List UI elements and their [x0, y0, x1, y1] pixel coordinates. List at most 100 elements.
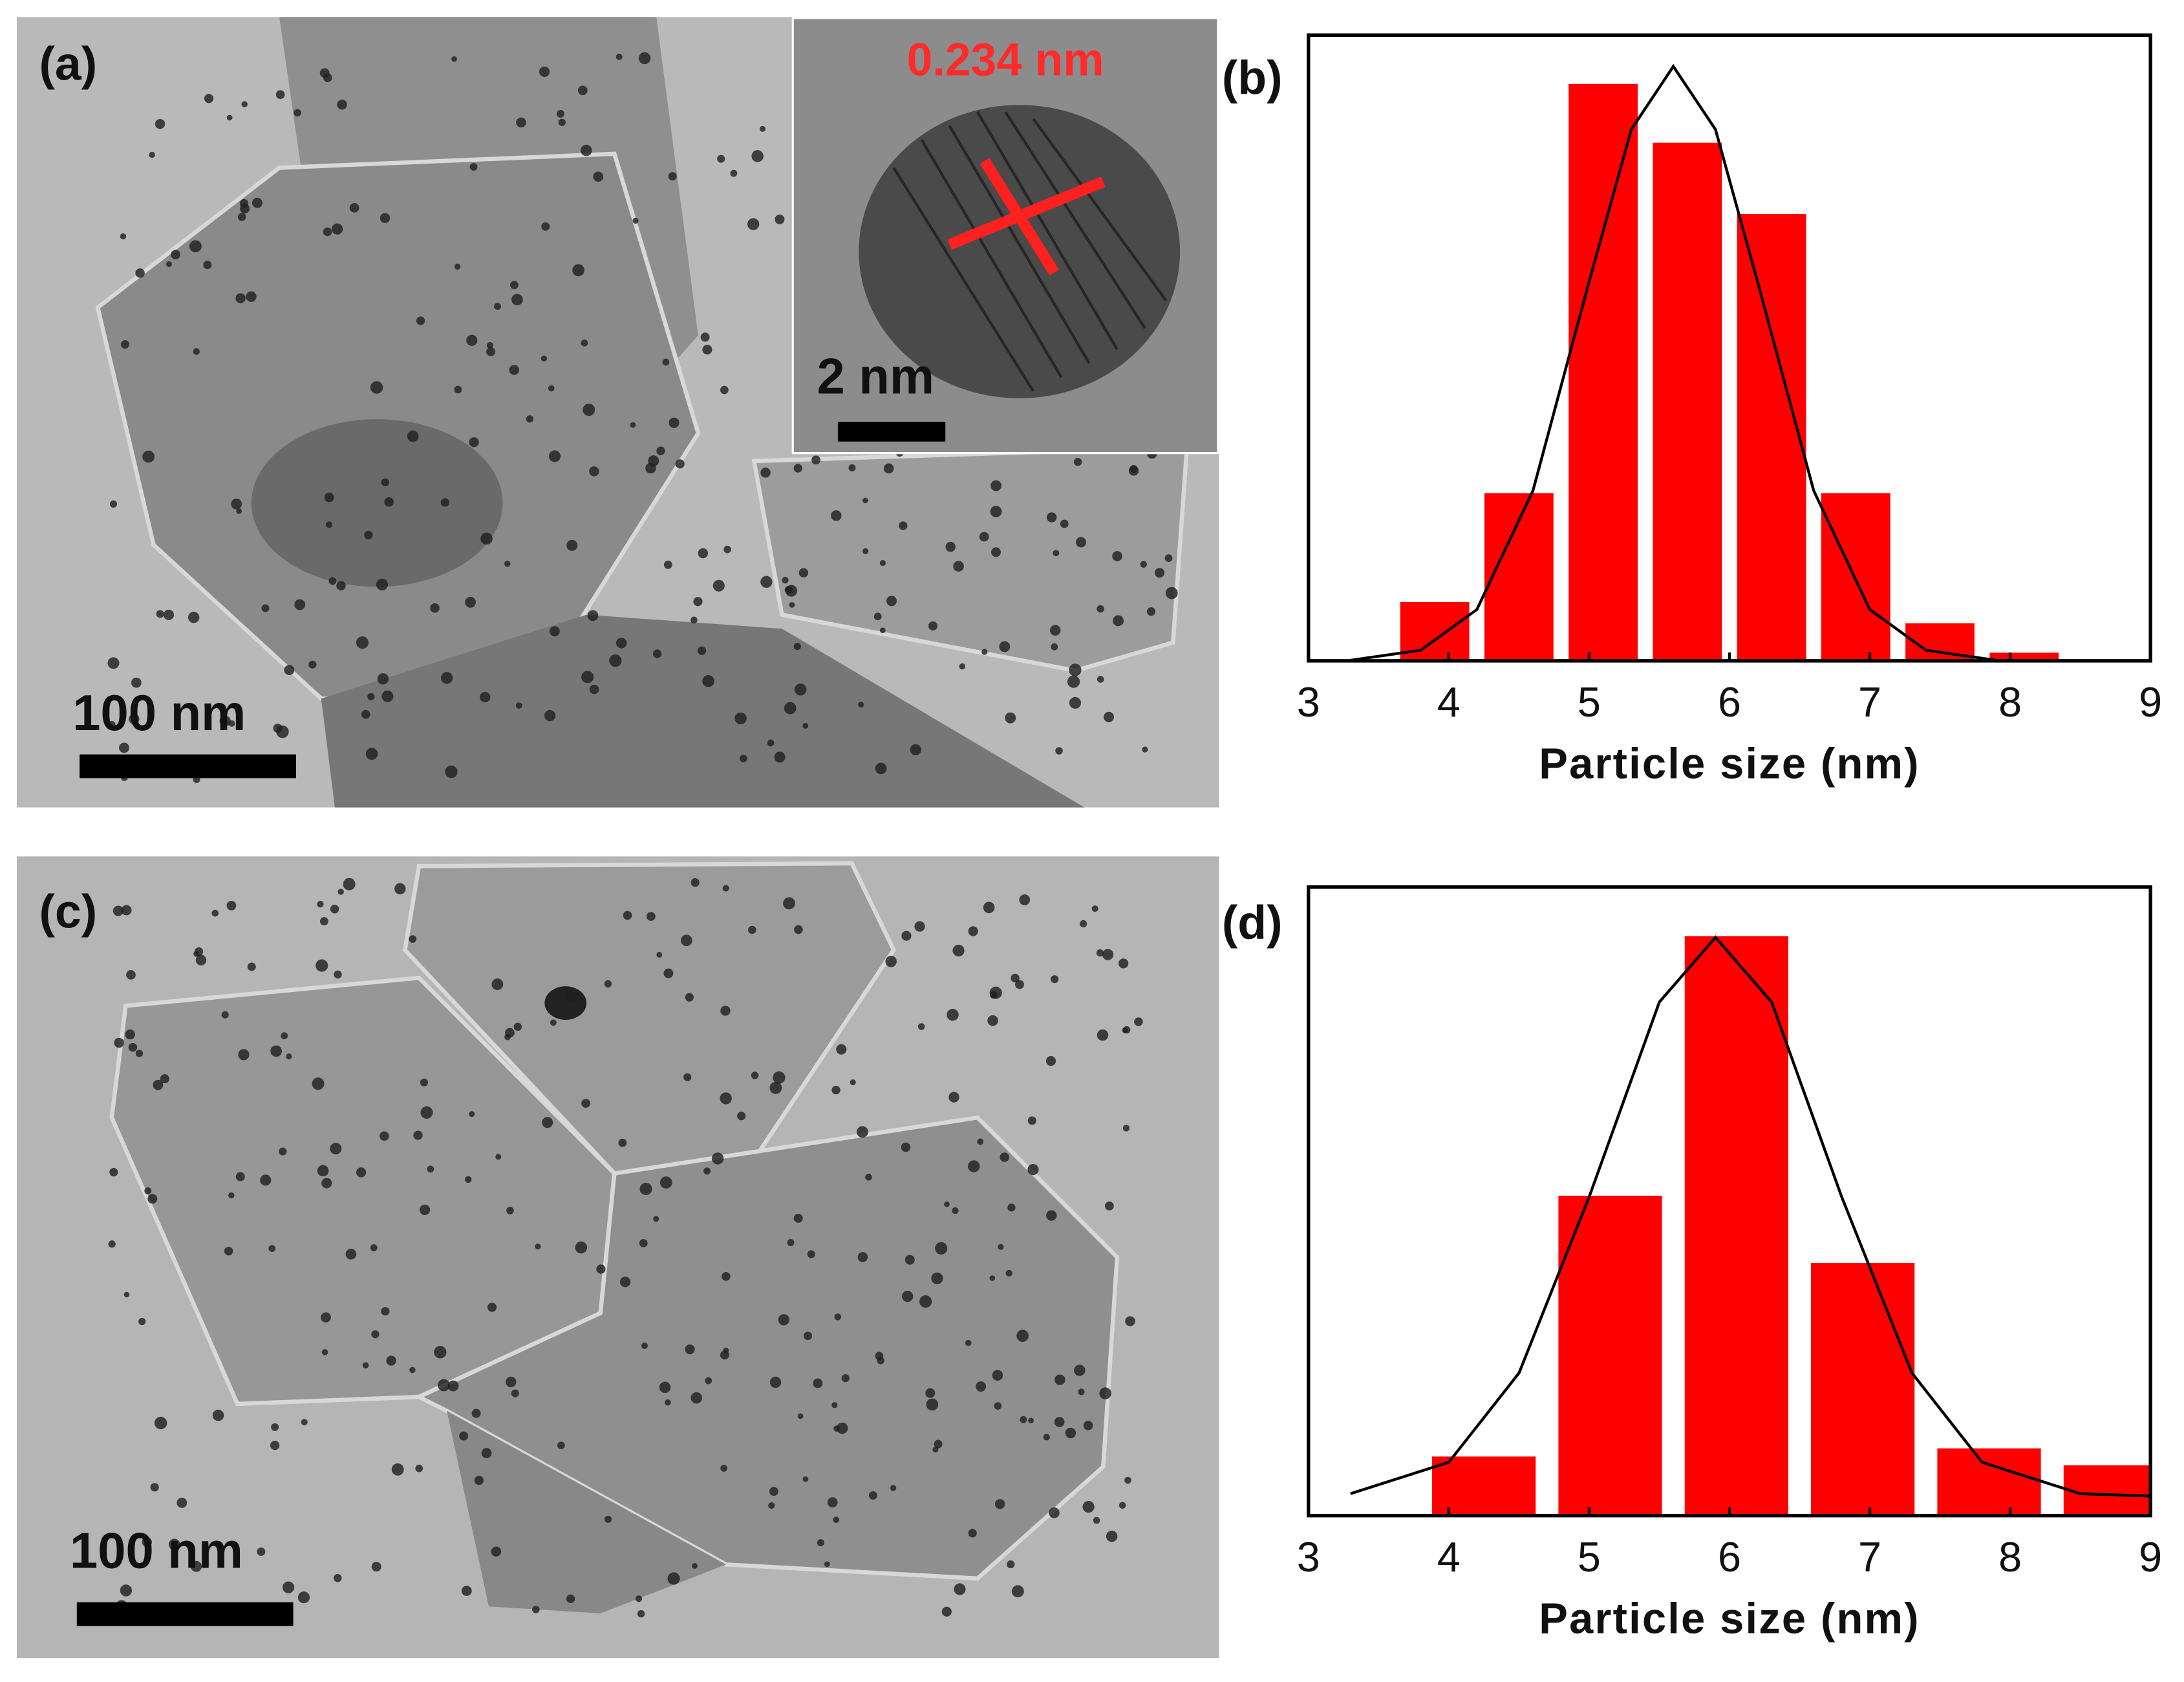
particle	[720, 1465, 728, 1472]
particle	[380, 1131, 389, 1141]
particle	[782, 577, 789, 584]
particle	[910, 744, 921, 756]
particle	[968, 1160, 980, 1172]
particle	[153, 1079, 164, 1090]
particle	[992, 1370, 1003, 1381]
particle	[723, 545, 731, 554]
particle	[441, 672, 453, 684]
particle	[857, 1126, 868, 1138]
particle	[1097, 1029, 1109, 1041]
particle	[330, 905, 339, 914]
scale-bar	[76, 1602, 294, 1626]
scale-bar-label: 100 nm	[70, 1524, 243, 1579]
particle	[511, 1389, 519, 1397]
particle	[581, 340, 588, 347]
particle	[506, 1207, 514, 1214]
particle	[532, 1606, 540, 1613]
bar	[2063, 1465, 2151, 1516]
particle	[783, 897, 795, 910]
particle	[862, 497, 868, 504]
particle	[1093, 1516, 1100, 1524]
particle	[807, 1250, 815, 1258]
particle	[505, 1028, 515, 1038]
particle	[294, 109, 301, 117]
particle	[420, 1106, 433, 1119]
particle	[693, 597, 703, 607]
particle	[511, 294, 523, 306]
particle	[513, 1022, 522, 1031]
particle	[224, 1246, 233, 1256]
particle	[1124, 1476, 1131, 1484]
particle	[1055, 1374, 1065, 1385]
particle	[998, 1244, 1004, 1250]
particle	[989, 1275, 996, 1281]
bar	[1558, 1195, 1662, 1516]
particle	[948, 1092, 959, 1103]
particle	[990, 480, 1001, 491]
particle	[769, 1081, 782, 1094]
particle	[1069, 663, 1082, 676]
particle	[747, 218, 760, 230]
particle	[330, 1143, 342, 1155]
particle	[469, 163, 478, 171]
particle	[875, 1352, 884, 1361]
particle	[144, 1187, 152, 1194]
particle	[1099, 1387, 1111, 1399]
particle	[1075, 537, 1086, 548]
particle	[637, 1610, 645, 1618]
particle	[430, 603, 440, 613]
particle	[623, 911, 632, 920]
particle	[480, 691, 491, 703]
particle	[899, 521, 908, 530]
particle	[337, 100, 347, 110]
particle	[149, 151, 155, 158]
x-tick-label: 4	[1437, 678, 1461, 726]
particle	[491, 1546, 502, 1557]
particle	[281, 1032, 288, 1040]
scale-bar-label: 100 nm	[72, 685, 246, 741]
particle	[1020, 1416, 1027, 1423]
particle	[550, 626, 560, 637]
particle	[454, 263, 461, 270]
particle	[1083, 1420, 1093, 1430]
particle	[850, 1079, 856, 1086]
bars	[1350, 63, 2081, 661]
particle	[572, 264, 585, 277]
particle	[1097, 605, 1104, 613]
particle	[760, 576, 773, 588]
particle	[773, 1071, 786, 1084]
particle	[619, 1277, 631, 1288]
particle	[557, 1441, 565, 1450]
particle	[954, 1583, 966, 1595]
particle	[156, 610, 164, 618]
particle	[1082, 1500, 1095, 1513]
particle	[541, 222, 550, 231]
particle	[1007, 1203, 1016, 1212]
particle	[135, 268, 145, 278]
particle	[364, 530, 373, 540]
particle	[1046, 512, 1057, 523]
particle	[221, 1011, 229, 1019]
particle	[120, 340, 130, 349]
particle	[381, 1307, 390, 1316]
particle	[987, 1015, 998, 1026]
particle	[328, 577, 337, 585]
panel-label: (b)	[1222, 51, 1283, 104]
fringe	[948, 125, 1091, 364]
particle	[542, 1117, 553, 1128]
particle	[535, 1244, 541, 1250]
particle	[1045, 1056, 1056, 1066]
particle	[356, 636, 369, 649]
particle	[204, 94, 214, 103]
particle	[934, 1439, 943, 1449]
particle	[381, 478, 390, 486]
particle	[875, 762, 887, 775]
particle	[983, 901, 995, 914]
particle	[759, 125, 766, 132]
particle	[321, 1178, 332, 1189]
particle	[1140, 561, 1147, 568]
scale-bar	[80, 754, 296, 779]
particle	[163, 609, 175, 620]
particle	[817, 1539, 824, 1547]
